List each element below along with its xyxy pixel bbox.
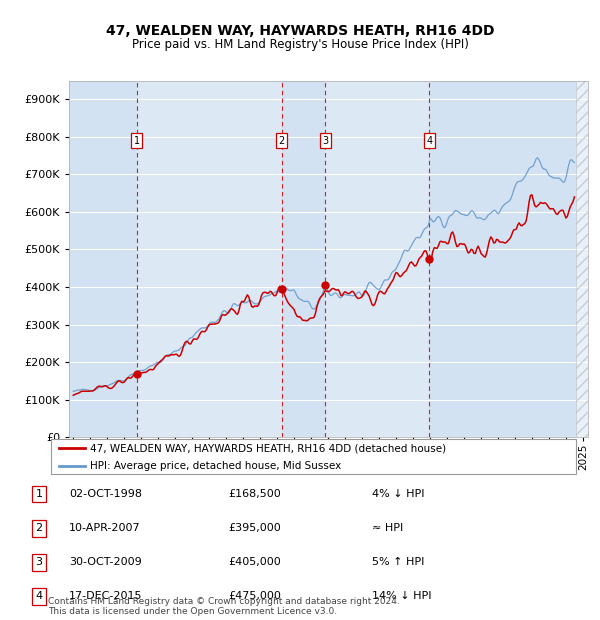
Text: £395,000: £395,000 — [228, 523, 281, 533]
Bar — [325, 81, 430, 437]
Text: 4: 4 — [35, 591, 43, 601]
Bar — [281, 81, 325, 437]
Text: 14% ↓ HPI: 14% ↓ HPI — [372, 591, 431, 601]
Text: ≈ HPI: ≈ HPI — [372, 523, 403, 533]
Text: £405,000: £405,000 — [228, 557, 281, 567]
FancyBboxPatch shape — [51, 439, 576, 474]
Bar — [69, 81, 137, 437]
Text: Price paid vs. HM Land Registry's House Price Index (HPI): Price paid vs. HM Land Registry's House … — [131, 38, 469, 51]
Bar — [137, 81, 281, 437]
Text: 2: 2 — [278, 136, 285, 146]
Text: 1: 1 — [134, 136, 140, 146]
Text: £475,000: £475,000 — [228, 591, 281, 601]
Text: 4% ↓ HPI: 4% ↓ HPI — [372, 489, 425, 499]
Text: Contains HM Land Registry data © Crown copyright and database right 2024.
This d: Contains HM Land Registry data © Crown c… — [48, 596, 400, 616]
Text: 30-OCT-2009: 30-OCT-2009 — [69, 557, 142, 567]
Text: 17-DEC-2015: 17-DEC-2015 — [69, 591, 143, 601]
Text: 10-APR-2007: 10-APR-2007 — [69, 523, 140, 533]
Bar — [430, 81, 588, 437]
Text: 3: 3 — [35, 557, 43, 567]
Text: 1: 1 — [35, 489, 43, 499]
Text: 2: 2 — [35, 523, 43, 533]
Text: HPI: Average price, detached house, Mid Sussex: HPI: Average price, detached house, Mid … — [91, 461, 341, 471]
Text: 47, WEALDEN WAY, HAYWARDS HEATH, RH16 4DD: 47, WEALDEN WAY, HAYWARDS HEATH, RH16 4D… — [106, 24, 494, 38]
Text: £168,500: £168,500 — [228, 489, 281, 499]
Text: 02-OCT-1998: 02-OCT-1998 — [69, 489, 142, 499]
Text: 5% ↑ HPI: 5% ↑ HPI — [372, 557, 424, 567]
Text: 4: 4 — [426, 136, 433, 146]
Text: 3: 3 — [322, 136, 328, 146]
Text: 47, WEALDEN WAY, HAYWARDS HEATH, RH16 4DD (detached house): 47, WEALDEN WAY, HAYWARDS HEATH, RH16 4D… — [91, 443, 446, 453]
